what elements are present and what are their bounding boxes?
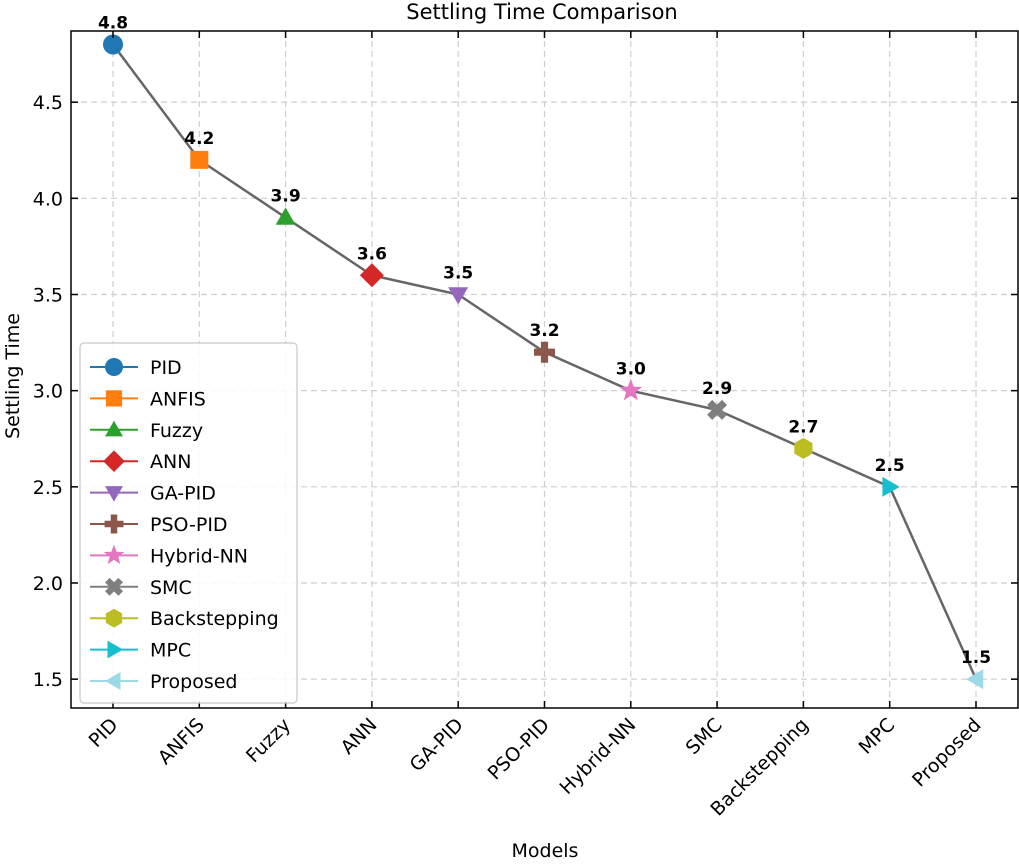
legend-label-smc: SMC [150,577,192,599]
marker-smc [707,399,728,420]
marker-proposed [966,669,984,690]
y-tick-label: 4.0 [33,188,63,210]
legend-marker-mpc [107,640,123,659]
legend-label-hybrid-nn: Hybrid-NN [150,545,248,567]
x-tick-label-ann: ANN [337,714,382,759]
x-tick-label-hybrid-nn: Hybrid-NN [555,714,640,799]
data-label-backstepping: 2.7 [788,417,818,437]
legend-label-ga-pid: GA-PID [150,483,216,505]
marker-ann [359,263,384,288]
legend-marker-smc [105,577,123,596]
legend-label-ann: ANN [150,451,191,473]
legend-label-fuzzy: Fuzzy [150,420,203,442]
legend-marker-pid [105,358,123,376]
marker-anfis [190,150,209,169]
legend-marker-backstepping [105,608,123,628]
data-label-ann: 3.6 [357,244,387,264]
y-axis-title: Settling Time [2,313,24,439]
legend-marker-ann [103,450,125,472]
data-label-ga-pid: 3.5 [443,263,473,283]
marker-pid [103,34,123,55]
data-label-layer: 4.8 4.2 3.9 3.6 3.5 3.2 3.0 2.9 2.7 2.5 1.5 [98,13,991,668]
data-label-anfis: 4.2 [184,129,214,149]
x-tick-label-proposed: Proposed [908,714,985,791]
marker-pso-pid [534,341,555,363]
marker-mpc [882,476,900,497]
legend-label-pso-pid: PSO-PID [150,514,228,536]
data-label-smc: 2.9 [702,379,732,399]
legend-label-anfis: ANFIS [150,388,206,410]
legend: PID ANFIS Fuzzy ANN GA-PID PSO-PID Hybrid-NN SM… [79,342,298,704]
legend-marker-fuzzy [105,420,123,437]
y-tick-label: 2.5 [33,477,63,499]
data-label-proposed: 1.5 [961,648,991,668]
x-tick-label-ga-pid: GA-PID [406,714,468,776]
data-label-pso-pid: 3.2 [529,321,559,341]
legend-marker-anfis [105,390,123,407]
data-label-mpc: 2.5 [875,456,905,476]
legend-label-backstepping: Backstepping [150,608,279,630]
chart-title: Settling Time Comparison [406,0,678,24]
marker-hybrid-nn [619,378,643,401]
legend-label-mpc: MPC [150,640,191,662]
y-tick-label: 4.5 [33,92,63,114]
data-label-hybrid-nn: 3.0 [616,360,646,380]
legend-label-pid: PID [150,357,182,379]
x-tick-label-mpc: MPC [855,714,900,759]
x-tick-label-pid: PID [85,714,123,752]
data-label-fuzzy: 3.9 [271,187,301,207]
grid-layer [71,31,1018,708]
x-tick-label-anfis: ANFIS [154,714,209,769]
y-tick-label: 3.0 [33,381,63,403]
legend-marker-ga-pid [105,486,123,502]
marker-fuzzy [275,207,296,225]
legend-marker-proposed [105,672,121,690]
x-tick-label-smc: SMC [682,714,727,759]
legend-marker-pso-pid [104,514,124,534]
data-label-pid: 4.8 [98,13,128,33]
legend-label-proposed: Proposed [150,671,237,693]
legend-marker-hybrid-nn [103,544,125,565]
legend-box [79,342,298,704]
marker-backstepping [794,437,813,459]
x-tick-label-pso-pid: PSO-PID [484,714,554,784]
y-tick-label: 3.5 [33,284,63,306]
x-axis-title: Models [512,840,579,860]
y-tick-label: 1.5 [33,669,63,691]
marker-ga-pid [448,287,469,305]
y-tick-label: 2.0 [33,573,63,595]
marker-layer [103,34,984,690]
x-tick-label-fuzzy: Fuzzy [242,714,295,767]
